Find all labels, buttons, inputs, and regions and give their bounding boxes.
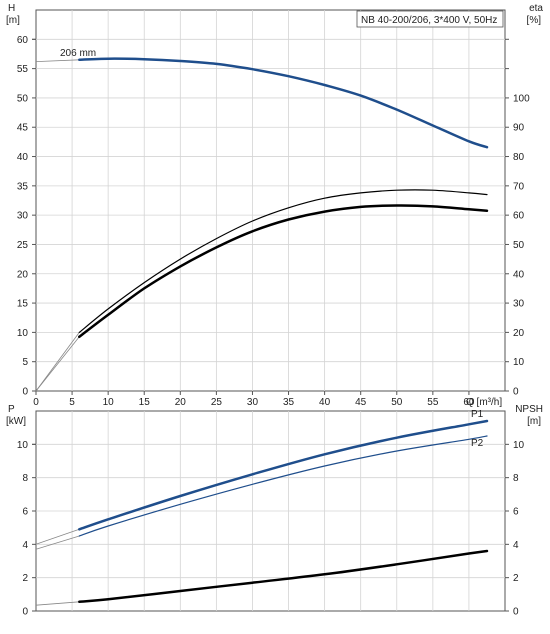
bottom-series-P2 — [78, 435, 488, 537]
top-left-tick-label: 10 — [17, 328, 29, 339]
top-left-tick-label: 15 — [17, 299, 29, 310]
chart-title: NB 40-200/206, 3*400 V, 50Hz — [361, 15, 497, 26]
x-tick-label: 5 — [69, 397, 75, 408]
top-series-efficiency-thin-extension — [35, 332, 80, 392]
top-plot-frame — [35, 9, 506, 392]
top-right-tick-label: 0 — [513, 387, 519, 398]
top-left-tick-label: 0 — [22, 387, 28, 398]
top-panel: 0510152025303540455055600102030405060708… — [6, 3, 543, 408]
x-tick-label: 50 — [391, 397, 403, 408]
bottom-left-axis-unit: [kW] — [6, 416, 26, 427]
bottom-panel: 0 2 4 6 8 10 0 2 4 6 8 10 P[kW] NPSH[m] P1 P2 — [6, 404, 543, 618]
top-right-tick-label: 100 — [513, 93, 530, 104]
bottom-right-axis-unit: [m] — [527, 416, 541, 427]
bottom-series-P1 — [78, 419, 489, 531]
x-tick-label: 0 — [33, 397, 39, 408]
top-series-head-extension — [35, 59, 80, 62]
top-left-tick-label: 30 — [17, 211, 29, 222]
x-tick-label: 60 — [463, 397, 475, 408]
bottom-series-npsh-extension — [35, 601, 80, 606]
x-tick-label: 15 — [139, 397, 151, 408]
bottom-right-tick-label: 10 — [513, 440, 525, 451]
top-right-tick-label: 70 — [513, 181, 525, 192]
x-tick-label: 45 — [355, 397, 367, 408]
bottom-left-tick-label: 10 — [17, 440, 29, 451]
top-right-tick-label: 20 — [513, 328, 525, 339]
impeller-diameter-label: 206 mm — [60, 48, 96, 59]
top-right-tick-label: 50 — [513, 240, 525, 251]
bottom-series-npsh — [78, 549, 489, 604]
top-right-axis-unit: [%] — [527, 15, 542, 26]
bottom-left-tick-label: 4 — [22, 540, 28, 551]
top-right-axis-label: eta — [529, 3, 543, 14]
series-label-P2: P2 — [471, 438, 484, 449]
x-tick-label: 20 — [175, 397, 187, 408]
top-right-tick-label: 30 — [513, 299, 525, 310]
x-tick-label: 35 — [283, 397, 295, 408]
top-left-tick-label: 50 — [17, 93, 29, 104]
bottom-series-P2-extension — [35, 535, 80, 550]
top-right-tick-label: 60 — [513, 211, 525, 222]
top-left-tick-label: 55 — [17, 64, 29, 75]
top-left-tick-label: 35 — [17, 181, 29, 192]
x-tick-label: 30 — [247, 397, 259, 408]
chart-title-box — [356, 10, 504, 28]
bottom-right-axis-label: NPSH — [515, 404, 543, 415]
top-left-tick-label: 20 — [17, 269, 29, 280]
top-series-efficiency-thin — [78, 189, 488, 333]
top-left-axis-label: H — [8, 3, 15, 14]
bottom-right-tick-label: 8 — [513, 473, 519, 484]
top-left-tick-label: 60 — [17, 35, 29, 46]
bottom-left-tick-label: 8 — [22, 473, 28, 484]
bottom-left-tick-label: 6 — [22, 507, 28, 518]
bottom-left-tick-label: 0 — [22, 607, 28, 618]
x-axis-label: Q [m³/h] — [466, 397, 502, 408]
bottom-right-tick-label: 4 — [513, 540, 519, 551]
x-tick-label: 10 — [103, 397, 115, 408]
bottom-series-P1-extension — [35, 528, 80, 545]
bottom-left-tick-label: 2 — [22, 573, 28, 584]
bottom-right-tick-label: 2 — [513, 573, 519, 584]
bottom-right-tick-label: 6 — [513, 507, 519, 518]
top-right-tick-label: 40 — [513, 269, 525, 280]
x-tick-label: 25 — [211, 397, 223, 408]
bottom-right-tick-label: 0 — [513, 607, 519, 618]
top-left-tick-label: 25 — [17, 240, 29, 251]
x-tick-label: 40 — [319, 397, 331, 408]
top-left-tick-label: 40 — [17, 152, 29, 163]
top-series-efficiency-thick — [78, 204, 489, 339]
top-left-axis-unit: [m] — [6, 15, 20, 26]
top-left-tick-label: 45 — [17, 123, 29, 134]
bottom-left-axis-label: P — [8, 404, 15, 415]
top-right-tick-label: 80 — [513, 152, 525, 163]
top-series-head — [78, 57, 489, 149]
series-label-P1: P1 — [471, 409, 484, 420]
top-right-tick-label: 90 — [513, 123, 525, 134]
top-right-tick-label: 10 — [513, 357, 525, 368]
x-tick-label: 55 — [427, 397, 439, 408]
top-left-tick-label: 5 — [22, 357, 28, 368]
top-series-efficiency-thick-extension — [35, 336, 80, 392]
